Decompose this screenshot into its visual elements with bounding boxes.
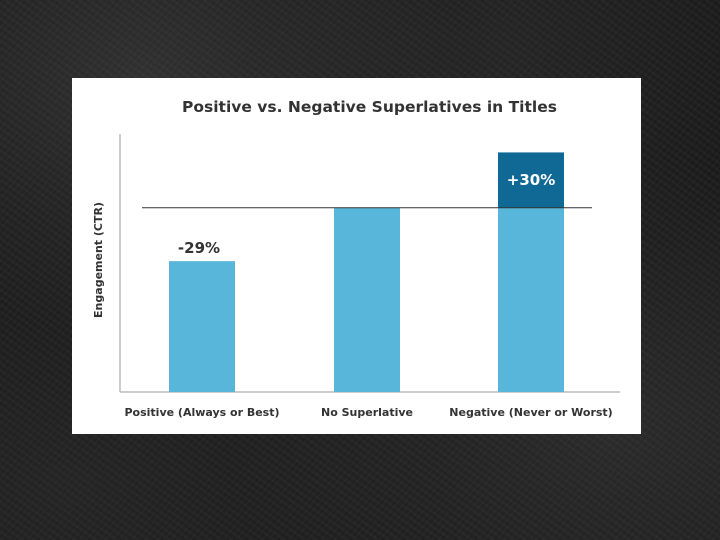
bar-chart: Positive vs. Negative Superlatives in Ti… xyxy=(92,98,620,419)
y-axis-label: Engagement (CTR) xyxy=(92,202,105,318)
x-tick-label-2: Negative (Never or Worst) xyxy=(449,406,612,419)
x-tick-label-1: No Superlative xyxy=(321,406,413,419)
bar-1 xyxy=(334,207,400,392)
bar-2 xyxy=(498,207,564,392)
x-tick-label-0: Positive (Always or Best) xyxy=(124,406,279,419)
data-label-0: -29% xyxy=(178,239,220,257)
bar-0 xyxy=(169,261,235,392)
data-label-2: +30% xyxy=(507,171,555,189)
chart-card: Positive vs. Negative Superlatives in Ti… xyxy=(72,78,641,434)
bar-highlight-2 xyxy=(498,152,564,208)
chart-title: Positive vs. Negative Superlatives in Ti… xyxy=(182,98,557,116)
